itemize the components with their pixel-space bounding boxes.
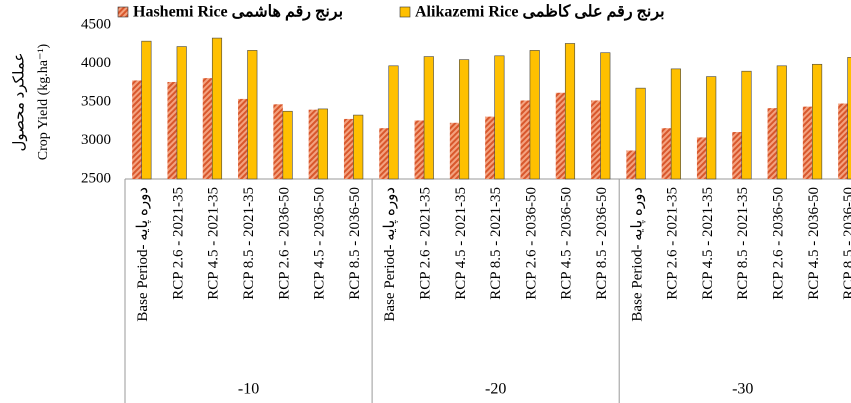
y-tick-label: 3500: [81, 93, 111, 109]
x-tick-label: RCP 4.5 - 2021-35: [453, 187, 469, 300]
bar: [132, 80, 142, 179]
x-tick-label: RCP 8.5 - 2036-50: [841, 187, 851, 300]
bar: [802, 106, 813, 179]
y-tick-label: 2500: [81, 170, 111, 186]
y-axis-label: Crop Yield (kg.ha⁻¹): [36, 43, 51, 160]
bar: [343, 118, 354, 179]
group-label: -10: [238, 381, 259, 398]
bar: [661, 128, 672, 179]
bar: [696, 137, 707, 179]
x-tick-label: Base Period- دوره پایه: [382, 187, 398, 322]
x-tick-label: RCP 8.5 - 2021-35: [241, 187, 257, 300]
bar: [414, 120, 425, 179]
x-tick-label: RCP 4.5 - 2021-35: [206, 187, 222, 300]
x-tick-label: RCP 2.6 - 2021-35: [417, 187, 433, 300]
x-tick-label: RCP 8.5 - 2036-50: [347, 187, 363, 300]
bar: [238, 98, 248, 179]
y-tick-label: 4500: [81, 16, 111, 32]
bar: [317, 108, 328, 180]
legend-swatch: [117, 6, 129, 18]
group-label: -30: [732, 381, 753, 398]
bar: [812, 63, 823, 180]
legend-label: Alikazemi Rice برنج رقم علی کاظمی: [415, 4, 665, 22]
bar: [176, 46, 187, 180]
x-tick-label: RCP 4.5 - 2036-50: [806, 187, 822, 300]
bar: [167, 81, 177, 179]
bar: [767, 108, 778, 179]
bar: [564, 43, 576, 180]
bar: [282, 110, 293, 180]
bar: [423, 56, 434, 180]
bar: [847, 57, 851, 180]
x-tick-label: Base Period- دوره پایه: [135, 187, 151, 322]
x-tick-label: RCP 8.5 - 2036-50: [594, 187, 610, 300]
x-tick-label: RCP 4.5 - 2036-50: [559, 187, 575, 300]
bar: [211, 37, 223, 180]
bar: [626, 150, 636, 179]
x-tick-label: RCP 8.5 - 2021-35: [735, 187, 751, 300]
bar: [776, 65, 787, 180]
x-tick-label: RCP 4.5 - 2036-50: [312, 187, 328, 300]
bar: [741, 70, 752, 180]
bar: [529, 50, 540, 180]
x-tick-label: RCP 2.6 - 2036-50: [770, 187, 786, 300]
bar: [388, 65, 399, 180]
x-tick-label: RCP 2.6 - 2021-35: [665, 187, 681, 300]
bar: [635, 87, 646, 180]
y-axis-label-fa: عملکرد محصول: [11, 53, 27, 152]
bar: [202, 78, 213, 179]
bar: [706, 76, 717, 180]
y-tick-label: 4000: [81, 55, 111, 71]
bar: [494, 55, 505, 180]
bar: [555, 92, 566, 179]
x-tick-label: RCP 2.6 - 2036-50: [523, 187, 539, 300]
x-tick-label: RCP 2.6 - 2036-50: [276, 187, 292, 300]
bar: [838, 103, 848, 179]
x-tick-label: RCP 8.5 - 2021-35: [488, 187, 504, 300]
x-tick-label: RCP 2.6 - 2021-35: [170, 187, 186, 300]
bar: [520, 100, 530, 179]
legend-swatch: [399, 6, 411, 18]
bar: [670, 68, 681, 180]
bar: [353, 114, 364, 180]
x-tick-label: Base Period- دوره پایه: [629, 187, 645, 322]
bar: [449, 122, 460, 179]
bar: [732, 132, 742, 179]
y-tick-label: 3000: [81, 132, 111, 148]
bar: [273, 104, 283, 179]
group-label: -20: [485, 381, 506, 398]
legend-label: Hashemi Rice برنج رقم هاشمی: [133, 4, 343, 22]
x-tick-label: RCP 4.5 - 2021-35: [700, 187, 716, 300]
bar: [308, 109, 319, 179]
bar: [485, 116, 495, 179]
bar: [141, 40, 152, 180]
bar: [591, 100, 601, 179]
bar: [600, 52, 611, 180]
bar: [459, 59, 470, 180]
bar: [379, 128, 389, 179]
bar: [247, 50, 258, 180]
